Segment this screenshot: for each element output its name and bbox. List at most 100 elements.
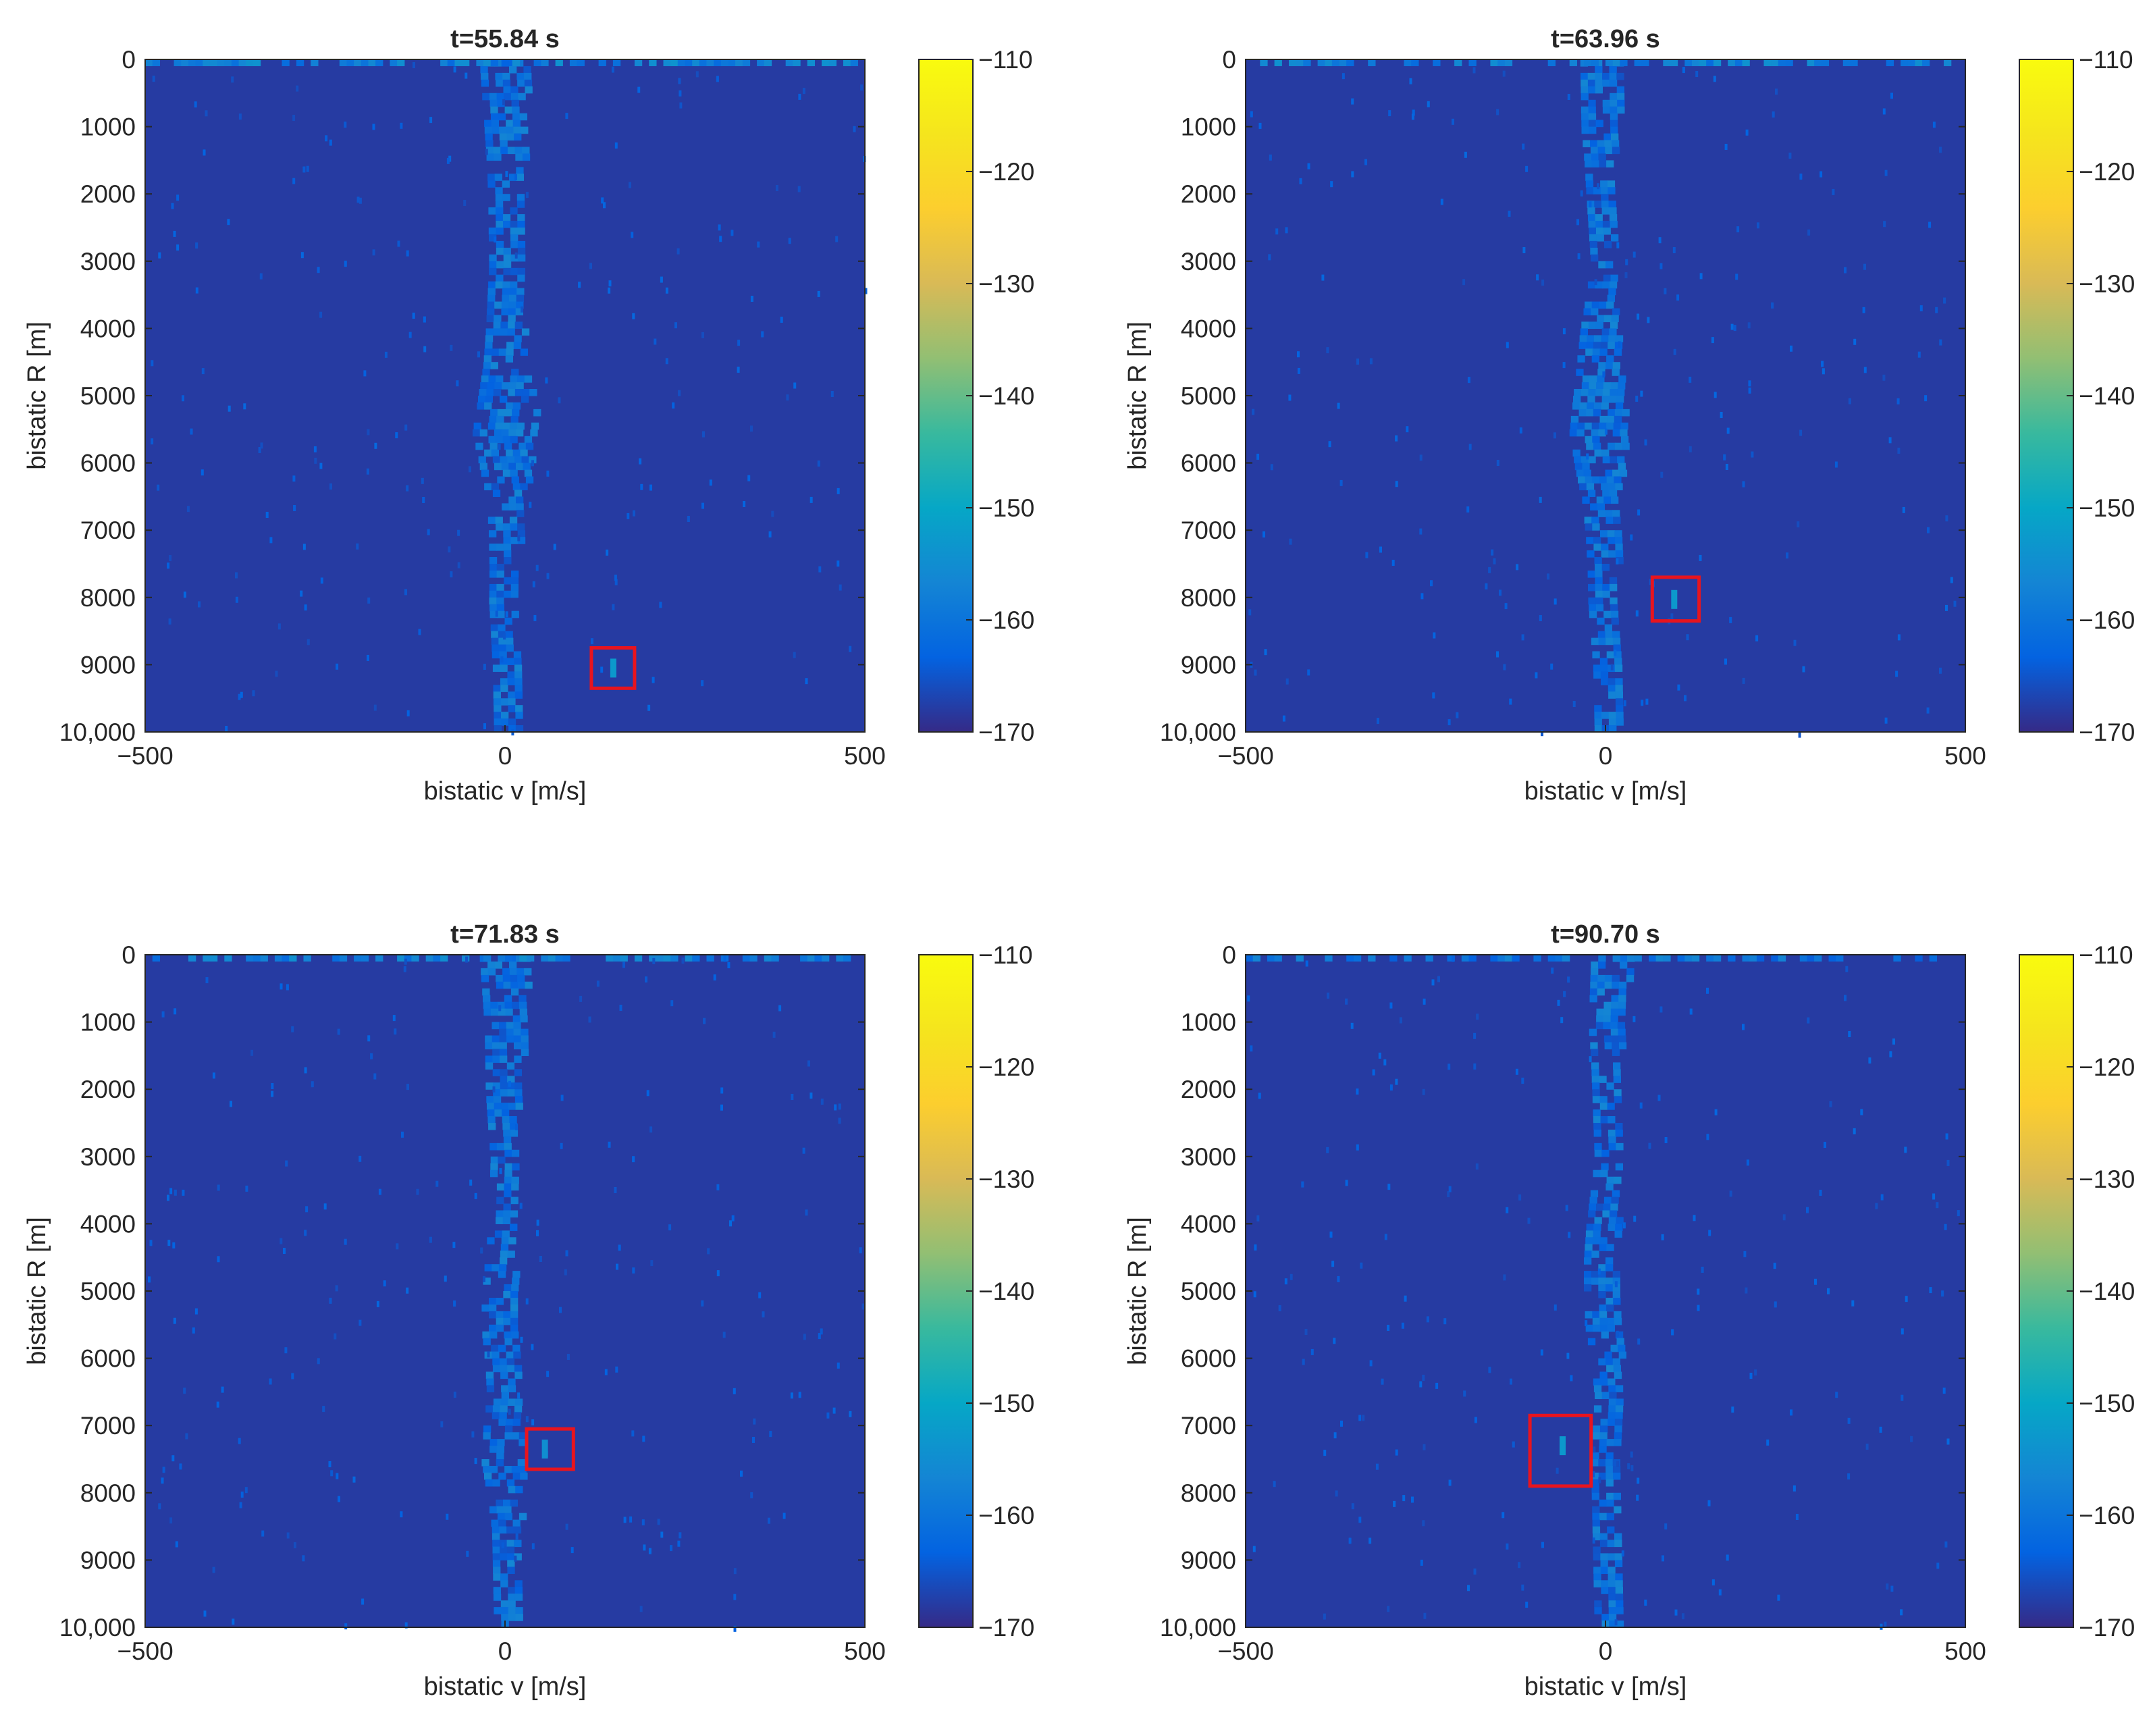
clutter-cell xyxy=(1593,1169,1601,1178)
clutter-cell xyxy=(1599,1103,1608,1110)
noise-cell xyxy=(182,1189,185,1196)
band-cell xyxy=(289,955,297,962)
clutter-cell xyxy=(515,712,523,719)
band-cell xyxy=(555,955,563,962)
noise-cell xyxy=(167,1240,171,1246)
band-cell xyxy=(598,59,606,66)
band-cell xyxy=(1778,955,1786,962)
y-axis-label: bistatic R [m] xyxy=(1123,321,1152,470)
clutter-cell xyxy=(492,1526,500,1534)
clutter-cell xyxy=(1587,72,1595,80)
clutter-cell xyxy=(1595,120,1603,128)
clutter-cell xyxy=(517,221,525,228)
clutter-cell xyxy=(1618,1344,1626,1352)
clutter-cell xyxy=(509,968,518,976)
clutter-cell xyxy=(1613,422,1621,430)
clutter-cell xyxy=(510,415,519,423)
band-cell xyxy=(1547,59,1556,66)
clutter-cell xyxy=(514,1553,522,1560)
clutter-cell xyxy=(1601,1614,1610,1621)
noise-cell xyxy=(1661,1234,1664,1240)
clutter-cell xyxy=(507,1567,515,1574)
clutter-cell xyxy=(500,664,508,672)
clutter-cell xyxy=(1572,402,1581,410)
clutter-cell xyxy=(1585,1230,1594,1238)
clutter-cell xyxy=(497,1439,505,1446)
clutter-cell xyxy=(483,1466,491,1473)
clutter-cell xyxy=(492,348,500,356)
band-cell xyxy=(253,955,261,962)
noise-cell xyxy=(1247,995,1250,1002)
clutter-cell xyxy=(1601,1587,1609,1594)
noise-cell xyxy=(1604,428,1608,435)
noise-cell xyxy=(304,1067,307,1074)
noise-cell xyxy=(452,1242,456,1248)
noise-cell xyxy=(1433,632,1436,639)
noise-cell xyxy=(860,84,864,91)
clutter-cell xyxy=(510,469,518,477)
noise-cell xyxy=(1399,1017,1402,1024)
clutter-cell xyxy=(524,469,533,477)
noise-cell xyxy=(1323,1450,1327,1456)
chart-title: t=71.83 s xyxy=(450,920,560,949)
noise-cell xyxy=(394,1028,397,1035)
clutter-cell xyxy=(503,86,511,94)
noise-cell xyxy=(1602,371,1605,378)
clutter-cell xyxy=(508,429,516,437)
clutter-cell xyxy=(514,490,523,497)
noise-cell xyxy=(1409,78,1412,84)
clutter-cell xyxy=(493,691,501,699)
clutter-cell xyxy=(490,624,498,632)
noise-cell xyxy=(1806,1207,1809,1213)
noise-cell xyxy=(1540,1349,1543,1356)
clutter-cell xyxy=(1616,93,1625,101)
y-tick-label: 2000 xyxy=(1181,1076,1236,1103)
band-cell xyxy=(397,59,405,66)
clutter-cell xyxy=(517,1459,525,1467)
band-cell xyxy=(311,59,319,66)
noise-cell xyxy=(1387,1606,1390,1612)
clutter-cell xyxy=(1597,988,1605,996)
colorbar-tick-label: −130 xyxy=(978,1165,1034,1193)
clutter-cell xyxy=(484,483,492,491)
noise-cell xyxy=(240,1492,244,1498)
clutter-cell xyxy=(1607,1540,1615,1548)
noise-cell xyxy=(1742,481,1745,488)
noise-cell xyxy=(678,78,681,84)
noise-cell xyxy=(271,1090,274,1097)
noise-cell xyxy=(768,531,772,537)
clutter-cell xyxy=(1591,962,1599,969)
clutter-cell xyxy=(1582,496,1590,504)
clutter-cell xyxy=(485,1371,494,1379)
clutter-cell xyxy=(1598,637,1606,646)
noise-cell xyxy=(240,691,243,698)
noise-cell xyxy=(515,1533,519,1540)
clutter-cell xyxy=(492,1055,500,1063)
noise-cell xyxy=(1699,554,1702,561)
colorbar-tick-label: −110 xyxy=(2079,46,2133,74)
clutter-cell xyxy=(1587,1338,1596,1346)
clutter-cell xyxy=(1574,389,1582,396)
noise-cell xyxy=(457,562,460,569)
clutter-cell xyxy=(496,274,504,282)
band-cell xyxy=(1814,59,1822,66)
band-cell xyxy=(260,955,268,962)
band-cell xyxy=(1591,59,1599,66)
noise-cell xyxy=(1950,577,1953,583)
noise-cell xyxy=(1321,274,1325,281)
band-cell xyxy=(397,955,405,962)
y-tick-label: 6000 xyxy=(1181,450,1236,477)
clutter-cell xyxy=(1598,1284,1606,1292)
noise-cell xyxy=(1814,1278,1817,1285)
x-tick-label: 0 xyxy=(1599,742,1613,770)
noise-cell xyxy=(446,1513,449,1520)
clutter-cell xyxy=(1594,557,1602,564)
clutter-cell xyxy=(1614,442,1623,450)
clutter-cell xyxy=(500,1055,508,1063)
clutter-cell xyxy=(494,382,502,390)
noise-cell xyxy=(361,1598,365,1605)
clutter-cell xyxy=(496,1196,504,1205)
clutter-cell xyxy=(1605,1284,1614,1292)
noise-cell xyxy=(775,185,778,191)
clutter-cell xyxy=(1598,362,1606,369)
